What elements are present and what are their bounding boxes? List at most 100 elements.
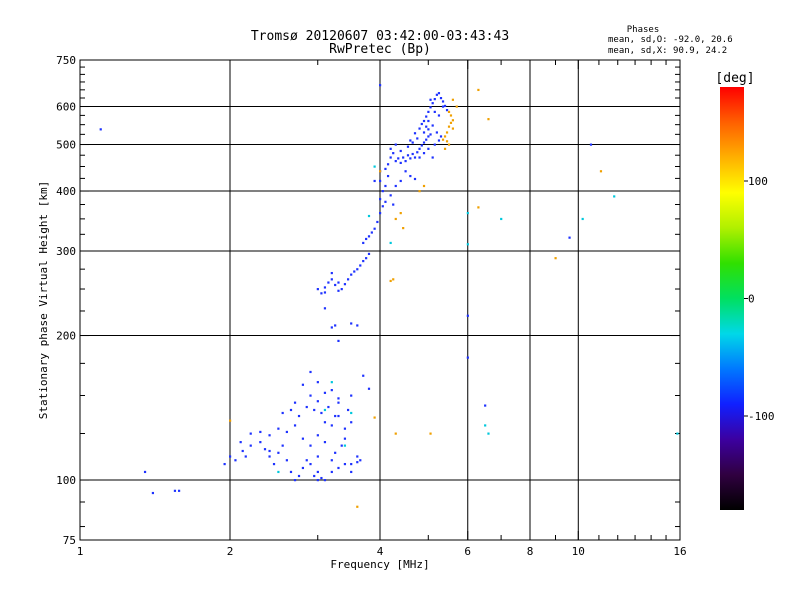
data-point <box>323 421 327 424</box>
x-tick-label: 16 <box>673 545 686 558</box>
data-point <box>177 489 181 492</box>
data-point <box>289 470 293 474</box>
data-point <box>389 241 392 245</box>
data-point <box>435 93 438 96</box>
data-point <box>384 184 387 188</box>
data-point <box>293 479 297 482</box>
data-point <box>337 289 340 292</box>
data-point <box>389 194 392 197</box>
data-point <box>346 278 350 281</box>
data-point <box>293 424 297 427</box>
data-point <box>427 119 430 123</box>
data-point <box>268 449 271 453</box>
data-point <box>451 119 455 122</box>
data-point <box>376 220 379 224</box>
data-point <box>568 236 571 239</box>
data-point <box>173 489 177 492</box>
data-point <box>359 459 362 462</box>
data-point <box>340 444 343 447</box>
data-point <box>466 314 469 317</box>
data-point <box>379 84 382 87</box>
data-point <box>386 174 390 178</box>
data-point <box>373 165 376 168</box>
data-point <box>437 114 441 117</box>
data-point <box>343 437 347 440</box>
data-point <box>343 427 347 430</box>
data-point <box>437 92 441 95</box>
data-point <box>234 459 237 462</box>
data-point <box>350 470 353 474</box>
data-point <box>441 105 445 108</box>
data-point <box>334 451 337 454</box>
data-point <box>399 179 402 183</box>
data-point <box>337 281 340 284</box>
data-point <box>301 383 305 386</box>
data-point <box>305 459 308 462</box>
data-point <box>402 156 405 159</box>
data-point <box>441 138 445 141</box>
data-points <box>99 84 679 508</box>
data-point <box>313 474 316 478</box>
data-point <box>427 128 430 131</box>
phases-line-x: mean, sd,X: 90.9, 24.2 <box>608 46 727 56</box>
data-point <box>297 414 301 418</box>
data-point <box>316 455 319 458</box>
data-point <box>337 466 340 470</box>
data-point <box>343 444 347 447</box>
data-point <box>367 235 371 238</box>
data-point <box>281 411 284 415</box>
colorbar-tick-label: -100 <box>748 410 775 423</box>
x-tick-label: 6 <box>464 545 471 558</box>
data-point <box>439 135 443 138</box>
data-point <box>323 307 327 310</box>
data-point <box>599 170 603 173</box>
data-point <box>249 444 252 447</box>
data-point <box>445 109 449 112</box>
data-point <box>416 151 419 154</box>
data-point <box>334 324 337 327</box>
data-point <box>309 394 312 397</box>
data-point <box>433 98 436 101</box>
data-point <box>323 391 327 394</box>
data-point <box>487 432 490 435</box>
x-tick-label: 10 <box>572 545 585 558</box>
data-point <box>379 170 382 173</box>
data-point <box>416 137 419 140</box>
data-point <box>263 448 267 451</box>
y-tick-label: 500 <box>56 139 76 152</box>
data-point <box>379 179 382 183</box>
data-point <box>429 432 432 435</box>
data-point <box>223 462 226 466</box>
data-point <box>386 163 390 166</box>
data-point <box>413 177 417 181</box>
data-point <box>316 381 319 384</box>
y-tick-label: 100 <box>56 474 76 487</box>
data-point <box>399 161 402 165</box>
data-point <box>143 470 147 474</box>
colorbar-label: [deg] <box>715 71 754 86</box>
data-point <box>447 143 451 146</box>
data-point <box>289 408 293 412</box>
data-point <box>309 370 312 374</box>
data-point <box>356 461 359 464</box>
data-point <box>399 212 402 215</box>
data-point <box>435 131 438 134</box>
data-point <box>394 143 397 146</box>
data-point <box>367 252 371 256</box>
data-point <box>350 421 353 424</box>
colorbar-strip <box>720 87 744 510</box>
data-point <box>441 100 445 103</box>
x-tick-label: 1 <box>77 545 84 558</box>
y-tick-label: 200 <box>56 330 76 343</box>
data-point <box>301 437 305 440</box>
data-point <box>402 227 405 230</box>
data-point <box>676 432 679 435</box>
data-point <box>268 434 271 437</box>
x-axis-label: Frequency [MHz] <box>330 558 429 571</box>
data-point <box>443 104 447 108</box>
data-point <box>389 279 392 283</box>
data-point <box>362 241 365 245</box>
data-point <box>330 326 333 329</box>
data-point <box>323 479 327 482</box>
colorbar-tick-label: 100 <box>748 175 768 188</box>
